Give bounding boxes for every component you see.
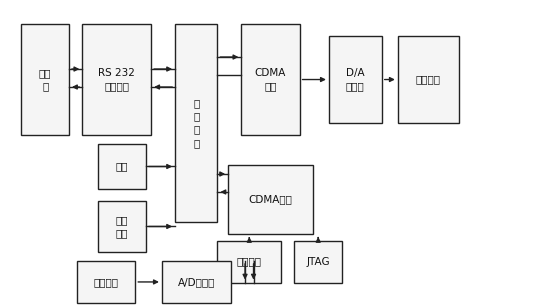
Text: 上位
机: 上位 机 <box>39 68 51 91</box>
Bar <box>98 144 146 189</box>
Bar <box>294 241 342 282</box>
Bar <box>21 24 69 135</box>
Text: A/D转换器: A/D转换器 <box>177 277 215 287</box>
Text: 电平转换: 电平转换 <box>237 256 262 267</box>
Bar <box>175 24 217 222</box>
Text: 模拟输入: 模拟输入 <box>94 277 118 287</box>
Bar <box>217 241 281 282</box>
Bar <box>77 261 135 303</box>
Bar <box>82 24 151 135</box>
Text: 模拟输出: 模拟输出 <box>415 75 441 84</box>
Bar <box>162 261 231 303</box>
Bar <box>329 36 382 123</box>
Text: CDMA
调制: CDMA 调制 <box>255 68 286 91</box>
Bar <box>241 24 300 135</box>
Text: CDMA解调: CDMA解调 <box>248 195 293 204</box>
Text: JTAG: JTAG <box>306 256 330 267</box>
Bar <box>98 201 146 252</box>
Bar <box>228 165 313 234</box>
Text: RS 232
电平转换: RS 232 电平转换 <box>98 68 135 91</box>
Text: 供电
电路: 供电 电路 <box>116 215 128 238</box>
Text: D/A
转换器: D/A 转换器 <box>346 68 365 91</box>
Text: 晶振: 晶振 <box>116 162 128 171</box>
Bar <box>398 36 459 123</box>
Text: 通
信
模
块: 通 信 模 块 <box>193 98 200 148</box>
